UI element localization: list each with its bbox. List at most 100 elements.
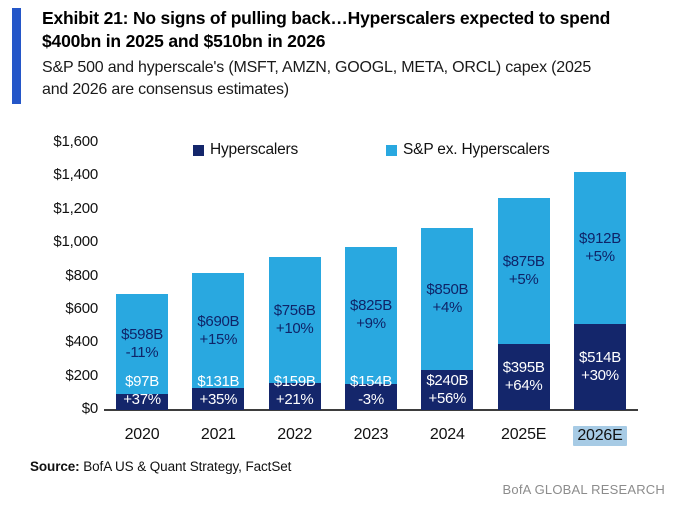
y-axis-tick-label: $0 bbox=[81, 400, 98, 417]
exhibit-subtitle: S&P 500 and hyperscale's (MSFT, AMZN, GO… bbox=[42, 59, 592, 99]
hyperscalers-value-label: $97B bbox=[125, 372, 159, 390]
stacked-bar-2026E: $912B +5% $514B +30% bbox=[573, 172, 626, 410]
data-label-sp-2022: $756B +10% bbox=[274, 302, 316, 338]
data-label-hyperscalers-2024: $240B +56% bbox=[411, 372, 483, 408]
sp-value-label: $825B bbox=[350, 297, 392, 315]
segment-sp-ex-hyperscalers-2024: $850B +4% bbox=[421, 228, 474, 370]
sp-growth-label: +5% bbox=[585, 248, 615, 266]
x-axis-label-2022: 2022 bbox=[261, 426, 329, 444]
x-axis-line bbox=[104, 409, 638, 411]
sp-value-label: $850B bbox=[426, 281, 469, 299]
sp-growth-label: +4% bbox=[432, 299, 463, 317]
stacked-bar-2020: $598B -11% $97B +37% bbox=[116, 294, 168, 410]
y-axis-tick-label: $600 bbox=[65, 299, 98, 317]
y-axis-tick-label: $400 bbox=[65, 333, 98, 351]
sp-value-label: $756B bbox=[273, 302, 316, 320]
y-axis-tick-label: $800 bbox=[65, 266, 98, 284]
hyperscalers-value-label: $514B bbox=[579, 349, 621, 367]
data-label-hyperscalers-2023: $154B -3% bbox=[335, 373, 407, 409]
segment-hyperscalers-2025E: $395B +64% bbox=[497, 344, 550, 410]
title-accent-bar bbox=[12, 8, 21, 104]
category-label: 2023 bbox=[353, 426, 389, 443]
category-label: 2021 bbox=[200, 426, 236, 443]
data-label-hyperscalers-2021: $131B +35% bbox=[182, 373, 254, 409]
source-note: Source: BofA US & Quant Strategy, FactSe… bbox=[30, 459, 291, 474]
segment-sp-ex-hyperscalers-2021: $690B +15% bbox=[192, 273, 245, 389]
legend-swatch-hyperscalers bbox=[193, 144, 204, 156]
hyperscalers-growth-label: +35% bbox=[199, 391, 238, 408]
legend-label-sp-ex-hyperscalers: S&P ex. Hyperscalers bbox=[403, 141, 550, 158]
stacked-bar-2021: $690B +15% $131B +35% bbox=[192, 273, 245, 410]
data-label-sp-2024: $850B +4% bbox=[426, 281, 468, 317]
y-axis-tick-label: $1,000 bbox=[53, 233, 98, 251]
sp-value-label: $690B bbox=[197, 312, 240, 330]
y-axis-tick-label: $200 bbox=[65, 366, 98, 384]
data-label-sp-2025E: $875B +5% bbox=[503, 253, 545, 289]
sp-growth-label: +15% bbox=[199, 330, 238, 348]
x-axis-label-2021: 2021 bbox=[184, 426, 252, 444]
x-axis-label-2023: 2023 bbox=[337, 426, 405, 444]
segment-sp-ex-hyperscalers-2026E: $912B +5% bbox=[573, 172, 626, 325]
hyperscalers-value-label: $395B bbox=[502, 359, 545, 377]
category-label: 2020 bbox=[124, 426, 160, 443]
category-label: 2025E bbox=[501, 426, 547, 443]
y-axis-tick-label: $1,200 bbox=[53, 199, 98, 217]
hyperscalers-value-label: $154B bbox=[350, 373, 392, 390]
hyperscalers-growth-label: +56% bbox=[428, 389, 467, 407]
stacked-bar-2025E: $875B +5% $395B +64% bbox=[497, 198, 550, 410]
hyperscalers-growth-label: +64% bbox=[504, 377, 543, 395]
data-label-hyperscalers-2025E: $395B +64% bbox=[488, 359, 560, 395]
x-axis-label-2026E: 2026E bbox=[566, 426, 634, 446]
segment-sp-ex-hyperscalers-2022: $756B +10% bbox=[268, 257, 321, 384]
data-label-sp-2023: $825B +9% bbox=[350, 297, 392, 333]
x-axis-label-2020: 2020 bbox=[108, 426, 176, 444]
stacked-bar-2024: $850B +4% $240B +56% bbox=[421, 228, 474, 410]
segment-sp-ex-hyperscalers-2025E: $875B +5% bbox=[497, 198, 550, 345]
hyperscalers-value-label: $240B bbox=[426, 371, 469, 389]
category-label: 2022 bbox=[277, 426, 313, 443]
sp-value-label: $598B bbox=[121, 325, 163, 343]
legend-entry-hyperscalers: Hyperscalers bbox=[193, 141, 298, 159]
stacked-bar-2022: $756B +10% $159B +21% bbox=[268, 257, 321, 410]
segment-hyperscalers-2022: $159B +21% bbox=[268, 373, 321, 410]
x-axis-label-2025E: 2025E bbox=[490, 426, 558, 444]
data-label-sp-2020: $598B -11% bbox=[121, 326, 163, 362]
y-axis-tick-label: $1,600 bbox=[53, 133, 98, 150]
data-label-hyperscalers-2020: $97B +37% bbox=[106, 373, 178, 409]
data-label-hyperscalers-2022: $159B +21% bbox=[259, 373, 331, 409]
data-label-sp-2021: $690B +15% bbox=[197, 313, 239, 349]
chart-legend: Hyperscalers S&P ex. Hyperscalers bbox=[193, 141, 550, 159]
sp-growth-label: +9% bbox=[356, 315, 386, 333]
highlighted-category-label: 2026E bbox=[573, 426, 627, 446]
hyperscalers-growth-label: -3% bbox=[358, 391, 384, 408]
source-label: Source: bbox=[30, 459, 80, 474]
bofa-global-research-brand: BofA GLOBAL RESEARCH bbox=[502, 482, 665, 497]
segment-hyperscalers-2023: $154B -3% bbox=[344, 373, 397, 410]
hyperscalers-value-label: $159B bbox=[273, 373, 316, 390]
sp-value-label: $875B bbox=[502, 253, 545, 271]
segment-hyperscalers-2021: $131B +35% bbox=[192, 373, 245, 410]
sp-growth-label: +10% bbox=[275, 320, 314, 338]
segment-hyperscalers-2020: $97B +37% bbox=[116, 373, 168, 410]
hyperscalers-growth-label: +30% bbox=[581, 367, 619, 385]
sp-growth-label: +5% bbox=[508, 271, 539, 289]
hyperscalers-value-label: $131B bbox=[197, 373, 240, 390]
legend-swatch-sp-ex-hyperscalers bbox=[386, 144, 398, 156]
segment-sp-ex-hyperscalers-2023: $825B +9% bbox=[344, 246, 397, 385]
segment-sp-ex-hyperscalers-2020: $598B -11% bbox=[116, 294, 168, 394]
sp-growth-label: -11% bbox=[125, 343, 159, 361]
x-axis-label-2024: 2024 bbox=[413, 426, 481, 444]
exhibit-title: Exhibit 21: No signs of pulling back…Hyp… bbox=[42, 8, 611, 51]
y-axis-tick-label: $1,400 bbox=[53, 166, 98, 184]
stacked-bar-2023: $825B +9% $154B -3% bbox=[344, 246, 397, 410]
category-label: 2024 bbox=[429, 426, 465, 443]
hyperscalers-growth-label: +21% bbox=[275, 391, 314, 408]
segment-hyperscalers-2026E: $514B +30% bbox=[573, 324, 626, 410]
segment-hyperscalers-2024: $240B +56% bbox=[421, 369, 474, 410]
hyperscalers-growth-label: +37% bbox=[123, 390, 161, 408]
data-label-hyperscalers-2026E: $514B +30% bbox=[564, 349, 636, 385]
capex-stacked-bar-chart: Hyperscalers S&P ex. Hyperscalers $0 $200… bbox=[0, 130, 680, 465]
sp-value-label: $912B bbox=[579, 230, 621, 248]
legend-entry-sp-ex-hyperscalers: S&P ex. Hyperscalers bbox=[386, 141, 550, 159]
